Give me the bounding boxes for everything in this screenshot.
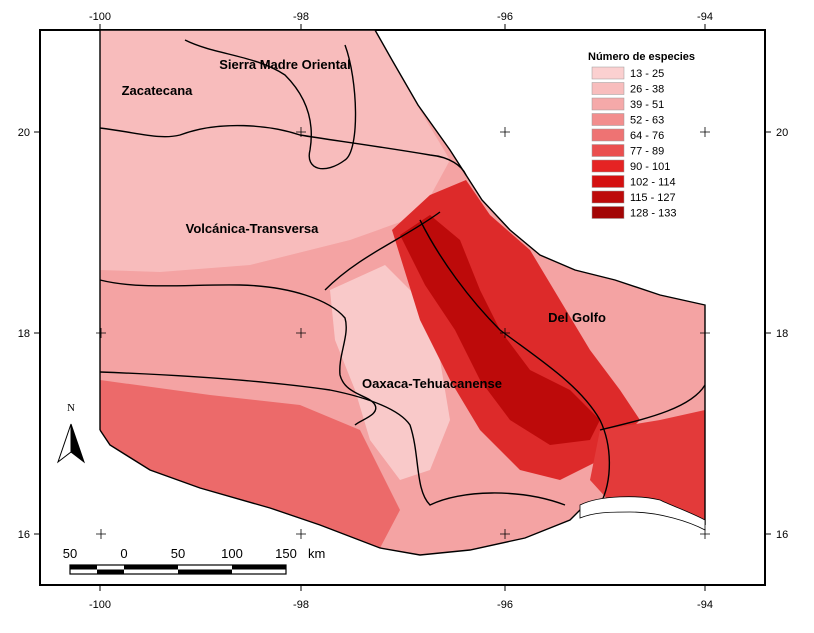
- region-label-sierra-madre-oriental: Sierra Madre Oriental: [219, 57, 351, 72]
- lon-tick-top: -96: [497, 11, 513, 23]
- region-label-oaxaca-tehuacanense: Oaxaca-Tehuacanense: [362, 376, 502, 391]
- lon-tick-top: -100: [89, 11, 111, 23]
- legend-swatch: [591, 206, 625, 219]
- lat-tick-right: 16: [776, 529, 788, 541]
- graticule-crosses: [96, 127, 710, 539]
- region-boundaries: [99, 29, 706, 556]
- legend-label: 26 - 38: [630, 84, 664, 96]
- frame-ticks: [34, 24, 771, 591]
- lon-tick-top: -94: [697, 11, 713, 23]
- scale-label: 50: [171, 546, 185, 561]
- lon-tick-bottom: -96: [497, 599, 513, 611]
- north-arrow-icon: N: [56, 402, 86, 464]
- legend-label: 13 - 25: [630, 68, 664, 80]
- scale-label: 100: [221, 546, 243, 561]
- lon-tick-top: -98: [293, 11, 309, 23]
- medium-zone-south: [100, 380, 400, 548]
- region-label-zacatecana: Zacatecana: [122, 83, 194, 98]
- lat-tick-right: 20: [776, 127, 788, 139]
- lon-tick-bottom: -100: [89, 599, 111, 611]
- legend-items: 13 - 25 26 - 38 39 - 51 52 - 63 64 - 76 77 - …: [591, 66, 676, 220]
- legend-label: 77 - 89: [630, 146, 664, 158]
- scale-bar: 50 0 50 100 150 km: [63, 546, 325, 575]
- lat-tick-right: 18: [776, 328, 788, 340]
- lagoon-shoal: [579, 496, 706, 531]
- region-label-del-golfo: Del Golfo: [548, 310, 606, 325]
- legend-swatch: [591, 144, 625, 157]
- scale-label: 0: [120, 546, 127, 561]
- lat-tick-left: 20: [18, 127, 30, 139]
- light-zone-northwest: [100, 30, 450, 272]
- legend-swatch: [591, 159, 625, 173]
- legend-swatch: [591, 82, 625, 95]
- legend-label: 90 - 101: [630, 161, 670, 173]
- north-label: N: [67, 402, 75, 414]
- legend-swatch: [591, 97, 625, 111]
- legend-label: 39 - 51: [630, 99, 664, 111]
- medium-zone-southeast: [590, 410, 705, 525]
- legend-title: Número de especies: [588, 51, 695, 63]
- legend-swatch: [591, 66, 625, 80]
- legend-swatch: [591, 113, 625, 126]
- legend-label: 64 - 76: [630, 130, 664, 142]
- legend-label: 128 - 133: [630, 208, 676, 220]
- lat-tick-left: 18: [18, 328, 30, 340]
- legend-swatch: [591, 190, 625, 204]
- legend-label: 52 - 63: [630, 115, 664, 127]
- region-label-volcanica-transversa: Volcánica-Transversa: [186, 221, 319, 236]
- legend-swatch: [591, 128, 625, 142]
- lat-tick-left: 16: [18, 529, 30, 541]
- lon-tick-bottom: -94: [697, 599, 713, 611]
- scale-label: 50: [63, 546, 77, 561]
- legend: Número de especies 13 - 25 26 - 38 39 - 51…: [588, 51, 695, 220]
- legend-label: 102 - 114: [630, 177, 676, 189]
- legend-swatch: [591, 175, 625, 188]
- legend-label: 115 - 127: [630, 192, 676, 204]
- scale-label: 150: [275, 546, 297, 561]
- lon-tick-bottom: -98: [293, 599, 309, 611]
- scale-unit: km: [308, 546, 325, 561]
